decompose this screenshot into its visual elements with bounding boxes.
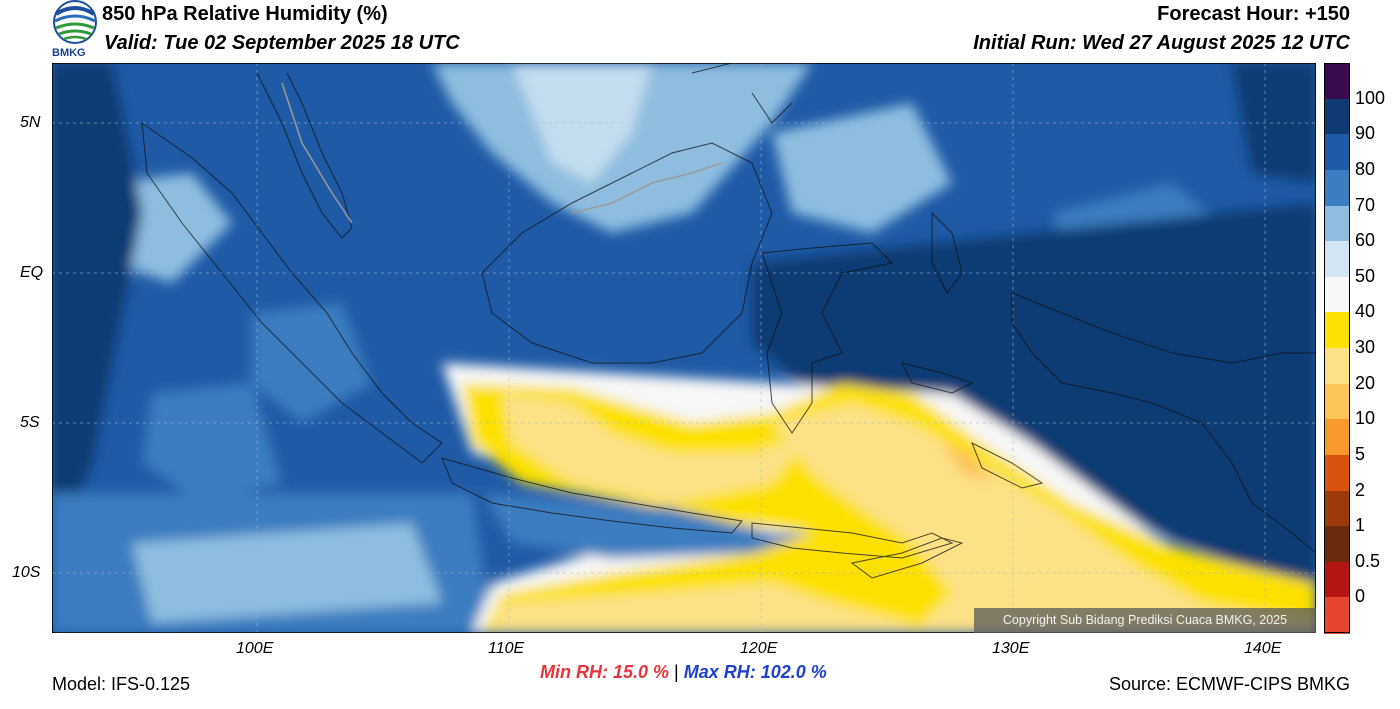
- colorbar-label: 10: [1355, 408, 1376, 429]
- colorbar-label: 0.5: [1355, 550, 1381, 571]
- colorbar-label: 70: [1355, 194, 1376, 215]
- source-label: Source: ECMWF-CIPS BMKG: [1108, 674, 1350, 694]
- colorbar-swatch: [1324, 561, 1350, 598]
- lat-label-eq: EQ: [20, 264, 44, 281]
- lon-label-110e: 110E: [488, 640, 525, 657]
- colorbar-label: 50: [1355, 265, 1376, 286]
- colorbar-label: 5: [1355, 443, 1366, 464]
- lat-label-5s: 5S: [20, 414, 40, 431]
- colorbar-label: 60: [1355, 230, 1376, 251]
- forecast-hour: Forecast Hour: +150: [1157, 3, 1350, 25]
- colorbar-swatch: [1324, 134, 1350, 171]
- colorbar-label: 0: [1355, 586, 1366, 607]
- colorbar-swatch: [1324, 490, 1350, 527]
- colorbar-swatch: [1324, 312, 1350, 349]
- colorbar-swatch: [1324, 276, 1350, 313]
- lat-label-10s: 10S: [12, 564, 41, 581]
- valid-time: Valid: Tue 02 September 2025 18 UTC: [104, 32, 460, 54]
- colorbar-label: 90: [1355, 123, 1376, 144]
- colorbar-label: 80: [1355, 158, 1376, 179]
- copyright-note: Copyright Sub Bidang Prediksi Cuaca BMKG…: [974, 608, 1316, 633]
- colorbar-label: 2: [1355, 479, 1366, 500]
- max-rh: Max RH: 102.0 %: [683, 662, 827, 682]
- colorbar-swatch: [1324, 169, 1350, 206]
- colorbar: [1324, 63, 1350, 634]
- colorbar-swatch: [1324, 419, 1350, 456]
- colorbar-swatch: [1324, 63, 1350, 100]
- humidity-map: [52, 63, 1316, 633]
- lon-label-130e: 130E: [992, 640, 1030, 657]
- colorbar-swatch: [1324, 348, 1350, 385]
- colorbar-swatch: [1324, 241, 1350, 278]
- colorbar-swatch: [1324, 454, 1350, 491]
- colorbar-label: 40: [1355, 301, 1376, 322]
- min-rh: Min RH: 15.0 %: [540, 662, 670, 682]
- colorbar-swatch: [1324, 98, 1350, 135]
- colorbar-label: 20: [1355, 372, 1376, 393]
- colorbar-label: 1: [1355, 515, 1366, 536]
- lon-label-120e: 120E: [740, 640, 778, 657]
- colorbar-frame: [1324, 63, 1350, 633]
- initial-run: Initial Run: Wed 27 August 2025 12 UTC: [973, 32, 1350, 54]
- colorbar-label: 30: [1355, 337, 1376, 357]
- logo-text: BMKG: [52, 47, 86, 59]
- rh-stats: Min RH: 15.0 % | Max RH: 102.0 %: [540, 662, 827, 683]
- humidity-field: [52, 63, 1316, 633]
- country-border-peninsula: [281, 82, 353, 224]
- colorbar-swatch: [1324, 526, 1350, 563]
- lat-label-5n: 5N: [20, 114, 41, 131]
- chart-title: 850 hPa Relative Humidity (%): [102, 3, 388, 25]
- model-label: Model: IFS-0.125: [52, 674, 191, 694]
- coastlines: [141, 63, 1316, 579]
- colorbar-swatch: [1324, 205, 1350, 242]
- colorbar-swatch: [1324, 597, 1350, 634]
- graticule: [52, 63, 1316, 633]
- lon-label-100e: 100E: [236, 640, 274, 657]
- stats-separator: |: [674, 662, 679, 682]
- colorbar-swatch: [1324, 383, 1350, 420]
- country-border: [571, 162, 723, 214]
- bmkg-logo: [52, 0, 98, 60]
- lon-label-140e: 140E: [1244, 640, 1282, 657]
- colorbar-label: 100: [1355, 87, 1386, 108]
